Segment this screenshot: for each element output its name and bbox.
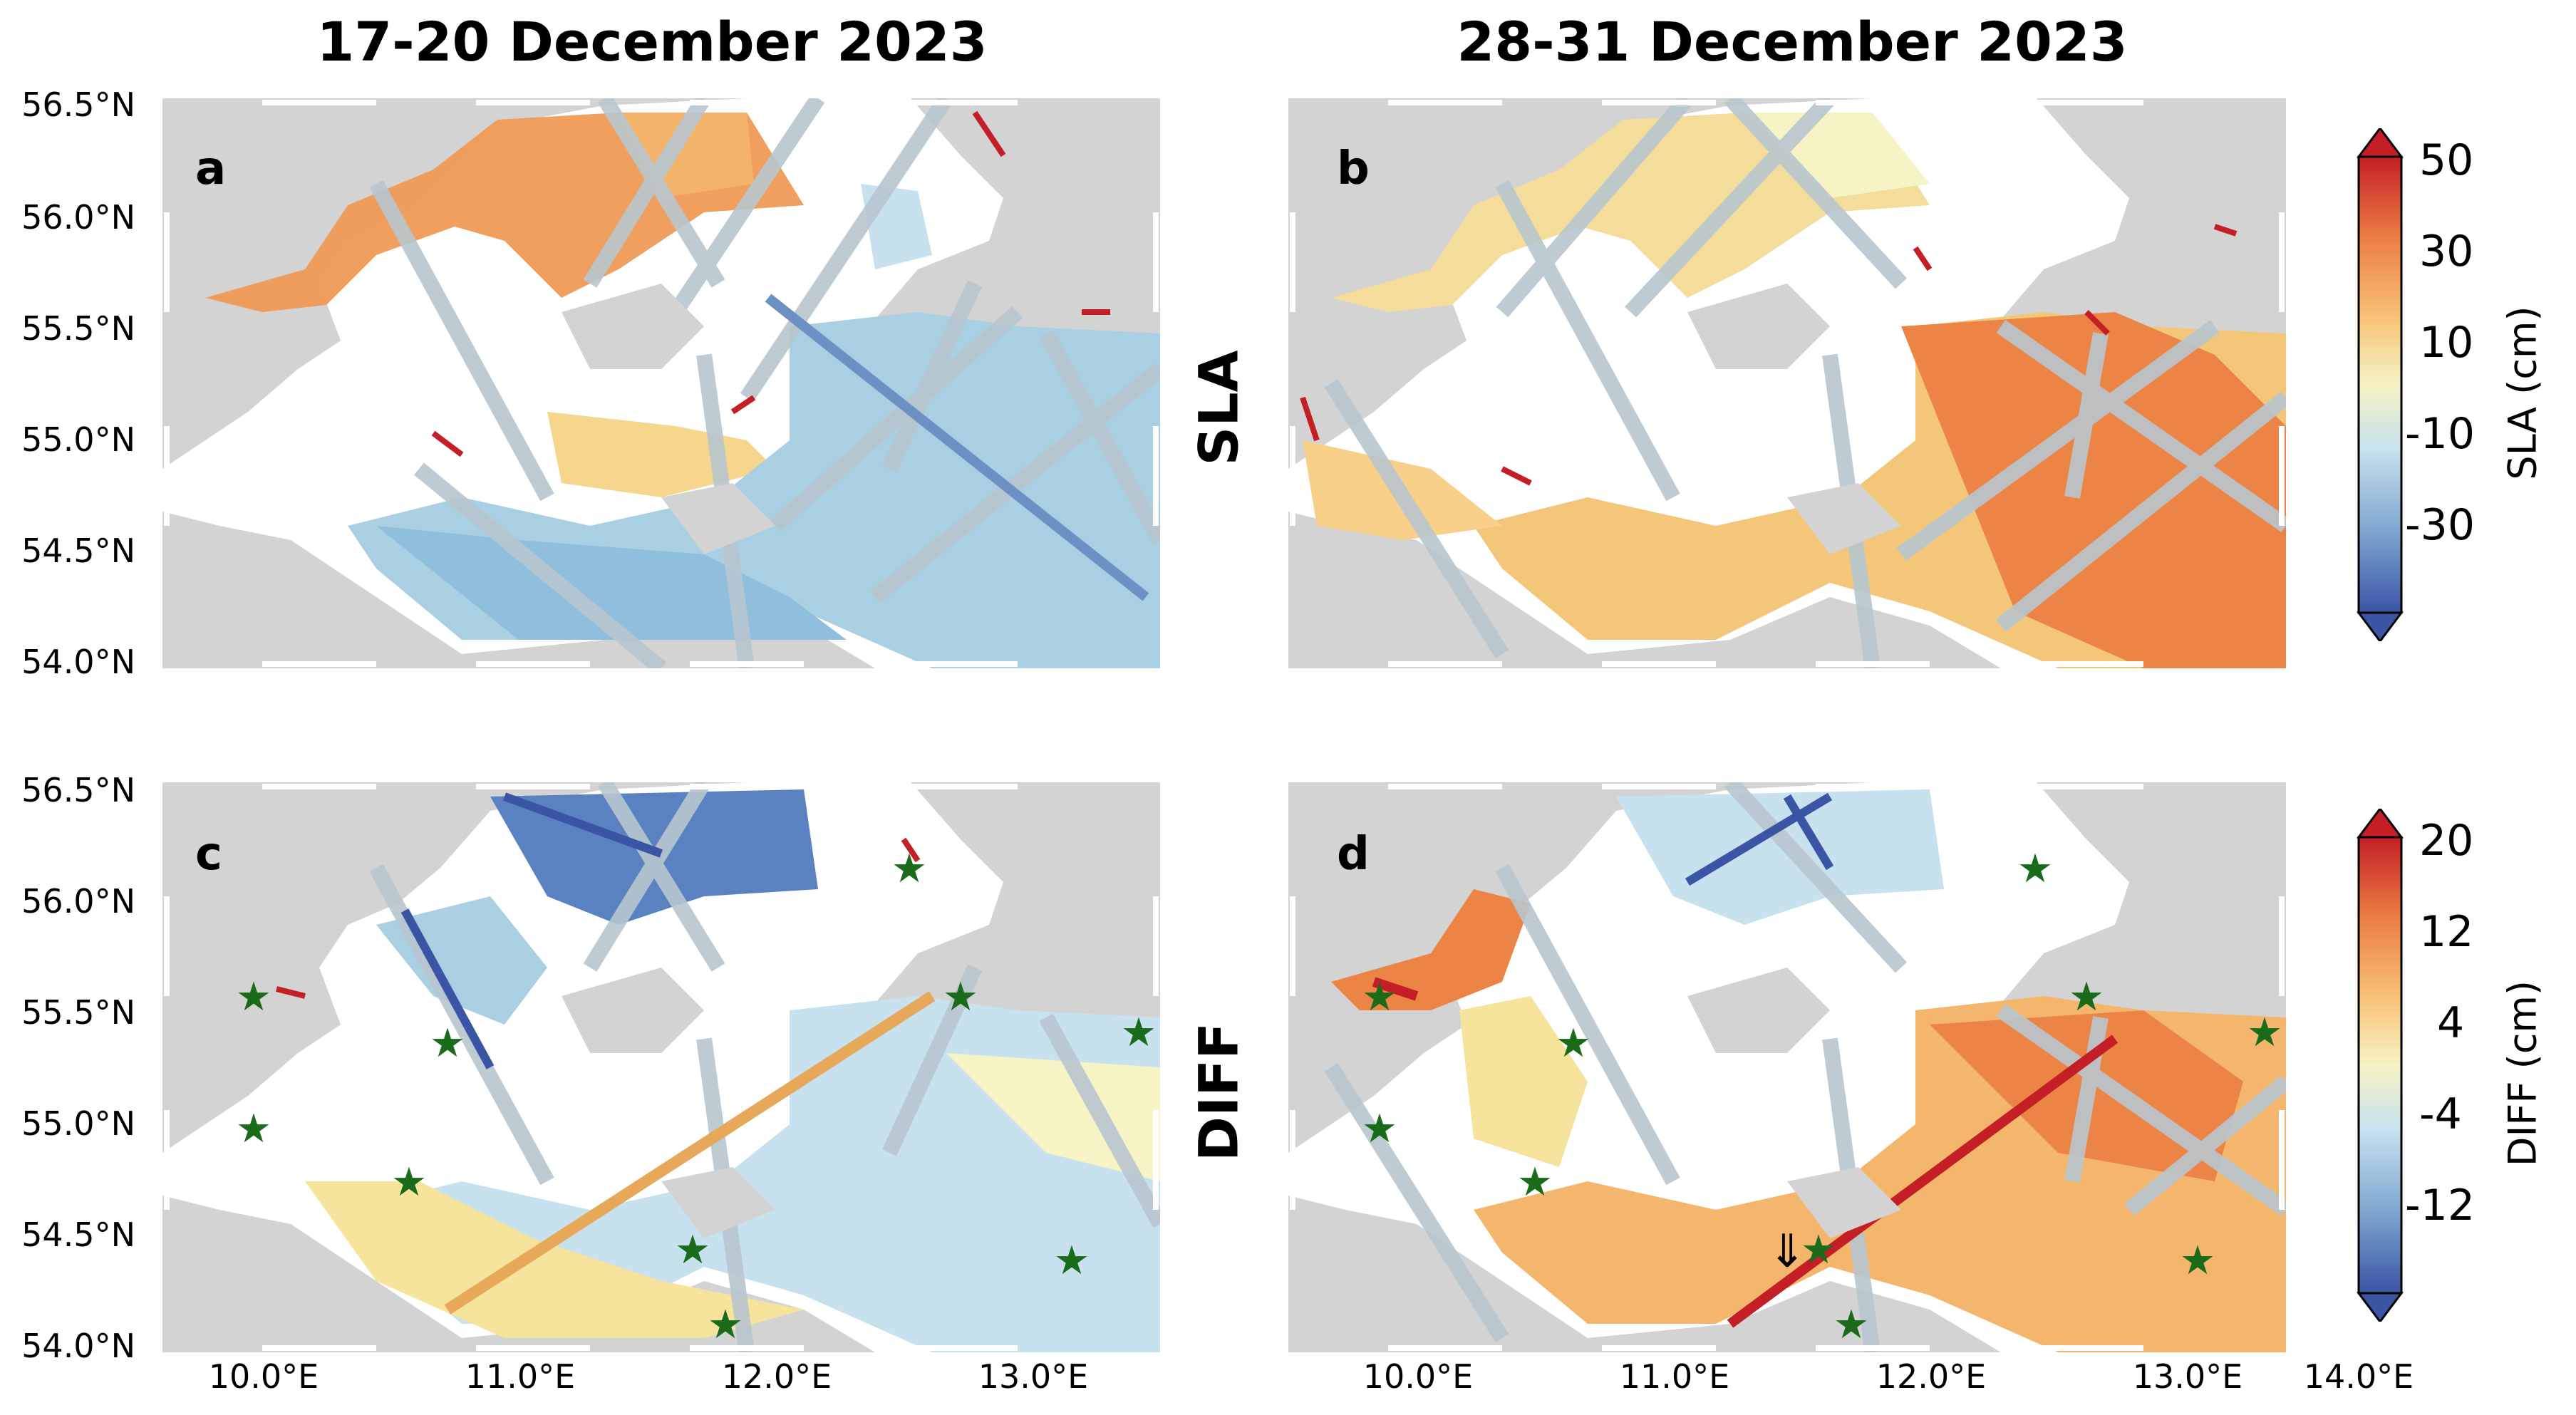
star-icon: ★ <box>675 1227 710 1273</box>
star-icon: ★ <box>1833 1302 1869 1348</box>
colorbar-tick: -12 <box>2405 1181 2475 1230</box>
star-icon: ★ <box>1362 1106 1397 1152</box>
colorbar-label-sla: SLA (cm) <box>2500 306 2545 480</box>
lat-tick: 54.0°N <box>21 643 135 681</box>
annotation-arrow-icon: ⇓ <box>1768 1225 1806 1278</box>
star-icon: ★ <box>1054 1238 1090 1284</box>
lat-tick: 56.0°N <box>21 882 135 921</box>
lat-tick: 54.5°N <box>21 532 135 570</box>
star-icon: ★ <box>236 974 271 1020</box>
colorbar-tick: 10 <box>2419 318 2474 368</box>
lon-tick: 13.0°E <box>978 1357 1089 1396</box>
lon-tick: 11.0°E <box>1619 1357 1730 1396</box>
map-panel-d: ⇓ ★ ★ ★ ★ ★ ★ ★ ★ ★ ★ <box>1288 782 2286 1352</box>
star-icon: ★ <box>2247 1010 2282 1056</box>
star-icon: ★ <box>2069 974 2104 1020</box>
star-icon: ★ <box>236 1106 271 1152</box>
lat-tick: 55.5°N <box>21 993 135 1032</box>
colorbar-sla <box>2357 128 2404 641</box>
lon-tick: 12.0°E <box>721 1357 832 1396</box>
colorbar-tick: 50 <box>2419 135 2474 185</box>
colorbar-tick: -4 <box>2419 1089 2462 1139</box>
star-icon: ★ <box>391 1159 427 1206</box>
column-title-left: 17-20 December 2023 <box>316 10 988 73</box>
colorbar-tick: 30 <box>2419 227 2474 276</box>
lat-tick: 56.0°N <box>21 198 135 237</box>
panel-letter-d: d <box>1337 828 1370 881</box>
lat-tick: 55.0°N <box>21 420 135 459</box>
lon-tick: 14.0°E <box>2303 1357 2414 1396</box>
colorbar-label-diff: DIFF (cm) <box>2500 980 2545 1167</box>
star-icon: ★ <box>1362 974 1397 1020</box>
lon-tick: 12.0°E <box>1876 1357 1987 1396</box>
colorbar-tick: 12 <box>2419 907 2474 957</box>
row-title-sla: SLA <box>1186 350 1251 466</box>
star-icon: ★ <box>1556 1020 1591 1067</box>
lon-tick: 10.0°E <box>208 1357 319 1396</box>
star-icon: ★ <box>2180 1238 2215 1284</box>
star-icon: ★ <box>1517 1159 1553 1206</box>
colorbar-tick: -30 <box>2405 500 2475 550</box>
star-icon: ★ <box>2017 846 2053 892</box>
row-title-diff: DIFF <box>1186 1022 1251 1162</box>
lat-tick: 55.0°N <box>21 1104 135 1143</box>
colorbar-tick: 4 <box>2437 998 2465 1048</box>
star-icon: ★ <box>708 1302 743 1348</box>
lat-tick: 54.5°N <box>21 1216 135 1254</box>
star-icon: ★ <box>943 974 978 1020</box>
lon-tick: 11.0°E <box>465 1357 576 1396</box>
column-title-right: 28-31 December 2023 <box>1457 10 2128 73</box>
map-panel-c: ★ ★ ★ ★ ★ ★ ★ ★ ★ ★ <box>162 782 1160 1352</box>
star-icon: ★ <box>1121 1010 1157 1056</box>
colorbar-diff <box>2357 809 2404 1322</box>
star-icon: ★ <box>430 1020 465 1067</box>
panel-letter-a: a <box>195 142 227 195</box>
map-panel-a <box>162 98 1160 668</box>
star-icon: ★ <box>1801 1227 1836 1273</box>
lat-tick: 55.5°N <box>21 309 135 348</box>
lon-tick: 13.0°E <box>2132 1357 2243 1396</box>
panel-letter-b: b <box>1337 142 1370 195</box>
map-panel-b <box>1288 98 2286 668</box>
star-icon: ★ <box>891 846 927 892</box>
lon-tick: 10.0°E <box>1362 1357 1474 1396</box>
lat-tick: 56.5°N <box>21 771 135 809</box>
colorbar-tick: 20 <box>2419 816 2474 866</box>
lat-tick: 56.5°N <box>21 85 135 124</box>
colorbar-tick: -10 <box>2405 409 2475 459</box>
panel-letter-c: c <box>195 828 222 881</box>
lat-tick: 54.0°N <box>21 1327 135 1365</box>
